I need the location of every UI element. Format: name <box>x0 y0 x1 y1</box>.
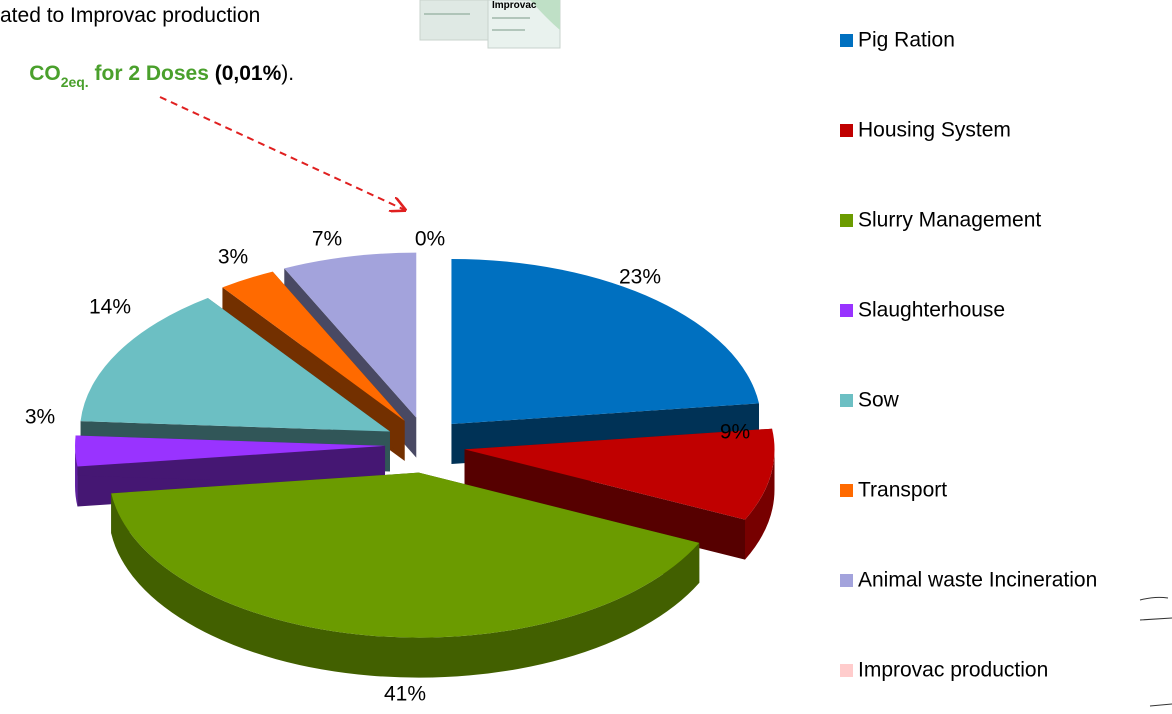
legend-label: Housing System <box>858 119 1011 142</box>
legend-swatch <box>840 214 853 227</box>
legend-label: Slurry Management <box>858 209 1041 232</box>
legend-swatch <box>840 124 853 137</box>
pie: 23% 9% 41% 3% 14% 3% 7% 0% <box>25 228 775 706</box>
legend-label: Pig Ration <box>858 29 955 52</box>
annotation-part: CO <box>29 62 61 85</box>
slice-side <box>75 445 78 507</box>
slice-side <box>111 493 700 678</box>
annotation-part: ). <box>281 62 294 85</box>
data-label: 14% <box>89 296 131 319</box>
data-label: 23% <box>619 266 661 289</box>
legend-label: Sow <box>858 389 900 412</box>
product-swoosh <box>530 0 560 30</box>
slice-top <box>284 252 417 418</box>
slice <box>75 435 386 507</box>
slice-side <box>464 449 746 560</box>
slice-top <box>111 472 700 638</box>
legend-swatch <box>840 574 853 587</box>
annotation-part: (0,01% <box>215 62 282 85</box>
data-label: 0% <box>415 228 445 251</box>
legend-label: Improvac production <box>858 659 1048 682</box>
annotation-arrow <box>159 96 405 210</box>
annotation-part: 2eq. <box>61 74 89 90</box>
data-label: 7% <box>312 228 342 251</box>
product-label: Improvac <box>492 0 537 11</box>
slice <box>464 428 775 560</box>
slice-top <box>464 428 775 520</box>
data-label: 3% <box>218 246 248 269</box>
legend-swatch <box>840 394 853 407</box>
annotation-text: ated to Improvac production <box>0 4 260 27</box>
legend-swatch <box>840 34 853 47</box>
slice-top <box>80 298 390 432</box>
slice-top <box>451 258 760 424</box>
legend-swatch <box>840 304 853 317</box>
data-label: 9% <box>720 421 750 444</box>
slice-side <box>745 449 775 560</box>
annotation-text: CO2eq. for 2 Doses (0,01%). <box>0 62 312 90</box>
legend-label: Slaughterhouse <box>858 299 1005 322</box>
legend: Pig Ration Housing System Slurry Managemen… <box>840 29 1097 682</box>
product-image: Improvac <box>419 0 561 49</box>
annotation-part: for 2 Doses <box>89 62 215 85</box>
data-label: 3% <box>25 406 55 429</box>
slice <box>111 472 700 678</box>
slice-top <box>222 271 405 421</box>
product-box <box>419 0 493 41</box>
data-label: 41% <box>384 683 426 706</box>
slice-top <box>75 435 386 467</box>
legend-label: Animal waste Incineration <box>858 569 1097 592</box>
legend-swatch <box>840 484 853 497</box>
decoration <box>1139 596 1172 707</box>
legend-swatch <box>840 664 853 677</box>
legend-label: Transport <box>858 479 947 502</box>
